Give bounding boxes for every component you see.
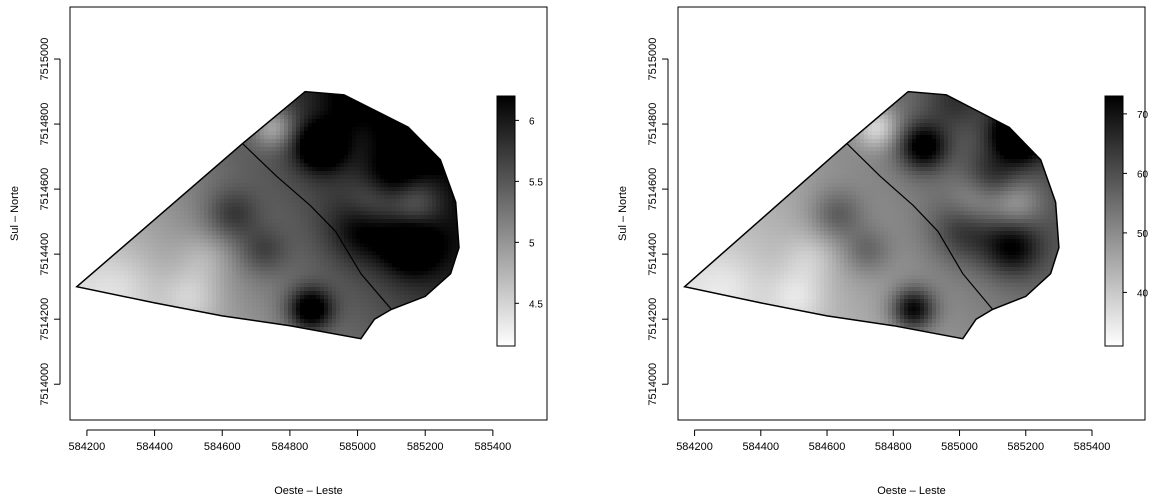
colorbar-tick-label: 50 [1137, 229, 1149, 240]
colorbar-tick-label: 60 [1137, 169, 1149, 180]
x-tick-label: 585400 [1074, 441, 1111, 453]
colorbar-tick-label: 6 [529, 116, 535, 127]
heatmap-field [76, 91, 460, 339]
plot-frame [69, 6, 548, 421]
colorbar-ticks: 4.5 5 5.5 6 [515, 116, 543, 310]
y-tick-label: 7514400 [647, 233, 659, 276]
x-tick-label: 585000 [941, 441, 978, 453]
colorbar-tick-label: 4.5 [529, 299, 543, 310]
y-tick-label: 7514400 [39, 233, 51, 276]
x-tick-label: 584600 [204, 441, 241, 453]
y-tick-label: 7515000 [647, 38, 659, 81]
colorbar-tick-label: 5.5 [529, 177, 543, 188]
x-axis-label: Oeste – Leste [274, 485, 343, 497]
field-boundary [682, 90, 1060, 340]
y-tick-label: 7514800 [647, 103, 659, 146]
x-tick-label: 584600 [809, 441, 846, 453]
y-tick-label: 7514000 [647, 363, 659, 406]
colorbar-ticks: 40 50 60 70 [1123, 110, 1149, 299]
x-tick-label: 584400 [136, 441, 173, 453]
x-tick-label: 585400 [475, 441, 512, 453]
colorbar-ramp [496, 95, 516, 347]
x-axis-label: Oeste – Leste [877, 485, 946, 497]
y-axis: 7514000 7514200 7514400 7514600 7514800 75150… [39, 38, 61, 406]
y-tick-label: 7514600 [39, 168, 51, 211]
y-tick-label: 7514000 [39, 363, 51, 406]
y-tick-label: 7514200 [647, 298, 659, 341]
colorbar: 40 50 60 70 [1104, 95, 1149, 347]
x-tick-label: 585200 [407, 441, 444, 453]
y-axis-label: Sul – Norte [617, 186, 629, 241]
x-axis: 584200 584400 584600 584800 585000 585200 5854… [69, 429, 512, 453]
x-tick-label: 584200 [676, 441, 713, 453]
panel-right: 584200 584400 584600 584800 585000 585200 5854… [617, 6, 1149, 497]
heatmap-field [684, 91, 1059, 339]
colorbar-tick-label: 70 [1137, 110, 1149, 121]
y-axis: 7514000 7514200 7514400 7514600 7514800 75150… [647, 38, 669, 406]
y-tick-label: 7514800 [39, 103, 51, 146]
x-tick-label: 584400 [742, 441, 779, 453]
y-tick-label: 7514600 [647, 168, 659, 211]
x-tick-label: 584800 [875, 441, 912, 453]
y-axis-label: Sul – Norte [9, 186, 21, 241]
panel-left: 584200 584400 584600 584800 585000 585200 5854… [9, 6, 548, 497]
field-boundary [75, 90, 460, 340]
colorbar-ramp [1104, 95, 1124, 347]
zone-divider [242, 143, 392, 310]
y-tick-label: 7515000 [39, 38, 51, 81]
colorbar: 4.5 5 5.5 6 [496, 95, 543, 347]
x-tick-label: 584200 [69, 441, 106, 453]
colorbar-tick-label: 40 [1137, 288, 1149, 299]
x-tick-label: 585200 [1007, 441, 1044, 453]
x-tick-label: 585000 [339, 441, 376, 453]
colorbar-tick-label: 5 [529, 238, 535, 249]
plot-frame [677, 6, 1146, 421]
zone-divider [846, 143, 994, 310]
x-tick-label: 584800 [272, 441, 309, 453]
y-tick-label: 7514200 [39, 298, 51, 341]
x-axis: 584200 584400 584600 584800 585000 585200 5854… [676, 429, 1111, 453]
